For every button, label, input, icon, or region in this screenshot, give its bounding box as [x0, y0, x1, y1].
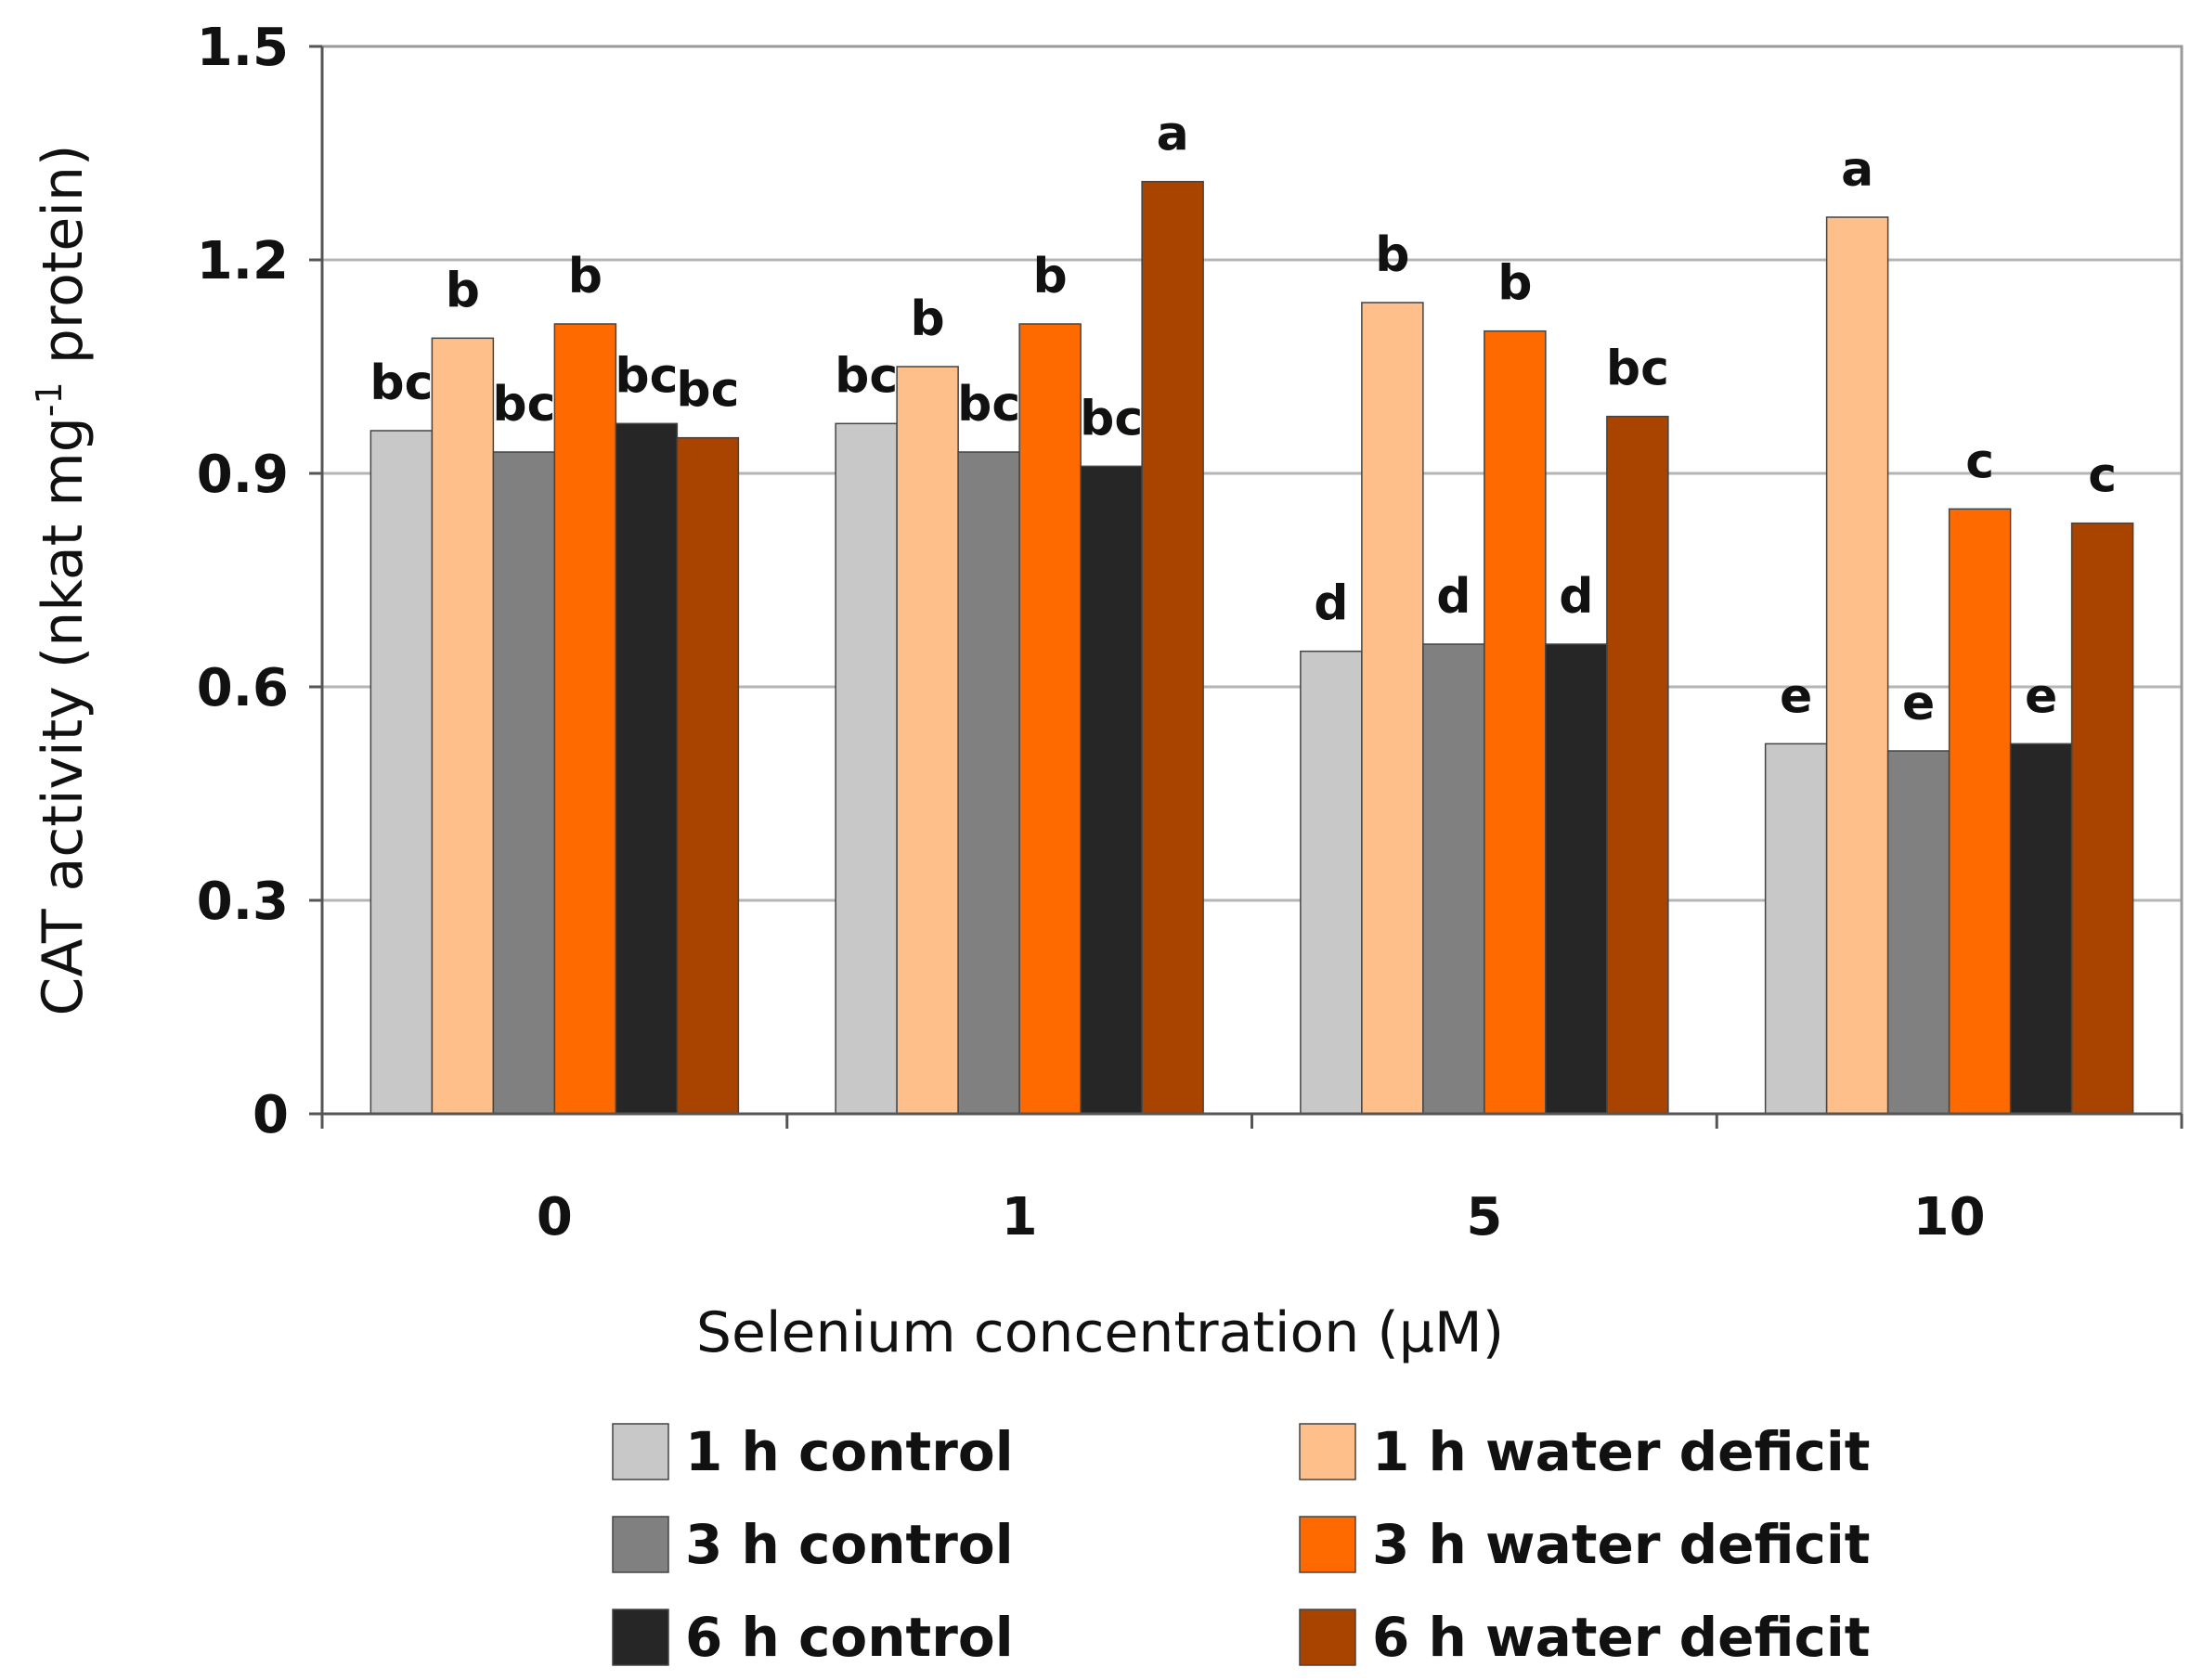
- bar-3-h-water-deficit-1: [1018, 323, 1082, 1115]
- bar-6-h-water-deficit-5: [1606, 415, 1669, 1115]
- y-tick-label: 1.5: [197, 18, 289, 78]
- y-tick-label: 0.3: [197, 872, 289, 932]
- significance-letter: e: [2025, 668, 2057, 724]
- legend-swatch: [1299, 1516, 1356, 1573]
- significance-letter: b: [911, 291, 945, 347]
- significance-letter: c: [1965, 433, 1994, 489]
- y-tick-label: 0.9: [197, 445, 289, 505]
- significance-letter: b: [446, 263, 480, 318]
- legend-swatch: [1299, 1423, 1356, 1480]
- bar-3-h-control-10: [1886, 750, 1950, 1115]
- significance-letter: bc: [1080, 391, 1143, 446]
- legend-label: 6 h water deficit: [1372, 1606, 1870, 1669]
- significance-letter: d: [1314, 576, 1348, 632]
- legend: 1 h control 1 h water deficit 3 h control 3…: [612, 1420, 1870, 1669]
- significance-letter: bc: [1606, 342, 1669, 397]
- y-ticks: 0 0.3 0.6 0.9 1.2 1.5: [197, 18, 322, 1145]
- legend-label: 1 h water deficit: [1372, 1420, 1870, 1483]
- bars: [369, 180, 2134, 1115]
- x-tick-label: 1: [1002, 1187, 1038, 1247]
- bar-6-h-control-5: [1545, 643, 1608, 1115]
- bar-3-h-control-5: [1422, 643, 1485, 1115]
- y-tick-label: 0.6: [197, 658, 289, 718]
- legend-label: 6 h control: [685, 1606, 1014, 1669]
- significance-letter: a: [1841, 142, 1873, 198]
- significance-letter: bc: [492, 377, 555, 433]
- x-tick-label: 0: [537, 1187, 573, 1247]
- x-ticks: 0 1 5 10: [320, 1114, 2184, 1247]
- significance-letter: bc: [835, 348, 898, 404]
- significance-letter: c: [2088, 448, 2117, 504]
- bar-1-h-water-deficit-5: [1361, 302, 1424, 1115]
- legend-swatch: [1299, 1609, 1356, 1666]
- significance-letter: b: [1497, 256, 1532, 312]
- significance-letter: e: [1902, 676, 1935, 731]
- significance-letter: d: [1559, 569, 1593, 625]
- legend-swatch: [612, 1609, 669, 1666]
- bar-1-h-control-10: [1764, 743, 1828, 1115]
- y-tick-label: 1.2: [197, 231, 289, 291]
- bar-1-h-water-deficit-0: [431, 337, 495, 1115]
- bar-6-h-control-1: [1080, 465, 1143, 1115]
- bar-1-h-control-0: [369, 430, 434, 1115]
- bar-3-h-control-1: [957, 451, 1020, 1115]
- x-tick-label: 10: [1913, 1187, 1986, 1247]
- bar-6-h-control-0: [615, 422, 679, 1115]
- legend-swatch: [612, 1423, 669, 1480]
- significance-letter: b: [568, 249, 603, 304]
- significance-letter: bc: [369, 355, 433, 411]
- significance-letter: b: [1033, 249, 1068, 304]
- y-tick-label: 0: [253, 1085, 289, 1145]
- x-tick-label: 5: [1466, 1187, 1502, 1247]
- bar-1-h-control-5: [1300, 650, 1363, 1115]
- significance-letter: e: [1780, 668, 1812, 724]
- bar-1-h-control-1: [835, 422, 898, 1115]
- bar-3-h-water-deficit-0: [553, 323, 617, 1115]
- bar-6-h-water-deficit-10: [2070, 522, 2134, 1115]
- significance-letter: a: [1157, 107, 1189, 162]
- significance-letter: bc: [615, 348, 678, 404]
- bar-6-h-water-deficit-1: [1141, 180, 1204, 1115]
- legend-label: 3 h water deficit: [1372, 1513, 1870, 1576]
- bar-1-h-water-deficit-10: [1825, 216, 1889, 1115]
- significance-letter: d: [1436, 569, 1471, 625]
- legend-label: 1 h control: [685, 1420, 1014, 1483]
- legend-label: 3 h control: [685, 1513, 1014, 1576]
- significance-letter: bc: [676, 363, 739, 419]
- bar-3-h-water-deficit-10: [1948, 508, 2012, 1115]
- significance-letter: bc: [957, 377, 1020, 433]
- legend-swatch: [612, 1516, 669, 1573]
- x-axis-title: Selenium concentration (µM): [696, 1300, 1504, 1365]
- bar-6-h-control-10: [2009, 743, 2073, 1115]
- significance-letter: b: [1375, 227, 1409, 283]
- bar-3-h-control-0: [492, 451, 556, 1115]
- bar-1-h-water-deficit-1: [896, 366, 959, 1115]
- bar-6-h-water-deficit-0: [676, 436, 740, 1115]
- bar-3-h-water-deficit-5: [1484, 330, 1547, 1115]
- y-axis-title: CAT activity (nkat mg-1 protein): [29, 145, 96, 1016]
